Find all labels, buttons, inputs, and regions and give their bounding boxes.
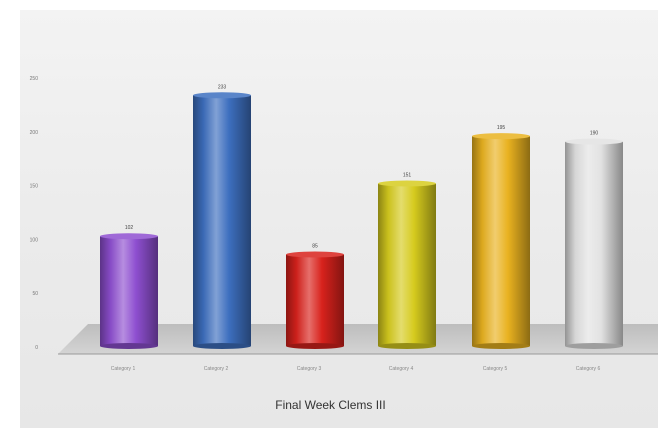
y-axis: 0 50 100 150 200 250 — [30, 76, 39, 351]
x-tick-label: Category 4 — [389, 366, 414, 372]
y-tick-label: 0 — [35, 345, 38, 351]
bar — [286, 254, 344, 346]
bar-base-cap — [565, 343, 623, 349]
x-axis-title: Final Week Clems III — [275, 398, 386, 412]
data-label: 102 — [125, 225, 134, 231]
bar-base-cap — [378, 343, 436, 349]
bar-top-cap — [193, 92, 251, 99]
bar-base-cap — [193, 343, 251, 349]
y-tick-label: 250 — [30, 76, 39, 82]
x-tick-label: Category 3 — [297, 366, 322, 372]
data-label: 233 — [218, 84, 227, 90]
bar — [472, 136, 530, 346]
x-tick-label: Category 1 — [111, 366, 136, 372]
bar-top-cap — [565, 138, 623, 145]
bar-base-cap — [100, 343, 158, 349]
chart-panel — [20, 10, 658, 428]
y-tick-label: 50 — [32, 291, 38, 297]
y-tick-label: 100 — [30, 237, 39, 243]
bar-series — [100, 92, 623, 349]
bar — [193, 95, 251, 347]
bar — [378, 183, 436, 346]
bar-top-cap — [472, 133, 530, 140]
x-axis-labels: Category 1 Category 2 Category 3 Category 4… — [111, 366, 601, 372]
bar-top-cap — [100, 233, 158, 240]
bar — [565, 141, 623, 346]
data-labels: 102 233 85 151 195 190 — [125, 84, 599, 249]
data-label: 195 — [497, 125, 506, 131]
data-label: 151 — [403, 173, 412, 179]
x-tick-label: Category 2 — [204, 366, 229, 372]
bar-top-cap — [286, 251, 344, 258]
y-tick-label: 150 — [30, 184, 39, 190]
bar-top-cap — [378, 180, 436, 187]
data-label: 85 — [312, 244, 318, 250]
x-tick-label: Category 5 — [483, 366, 508, 372]
x-tick-label: Category 6 — [576, 366, 601, 372]
bar-base-cap — [472, 343, 530, 349]
data-label: 190 — [590, 131, 599, 137]
bar — [100, 236, 158, 346]
y-tick-label: 200 — [30, 130, 39, 136]
bar-base-cap — [286, 343, 344, 349]
